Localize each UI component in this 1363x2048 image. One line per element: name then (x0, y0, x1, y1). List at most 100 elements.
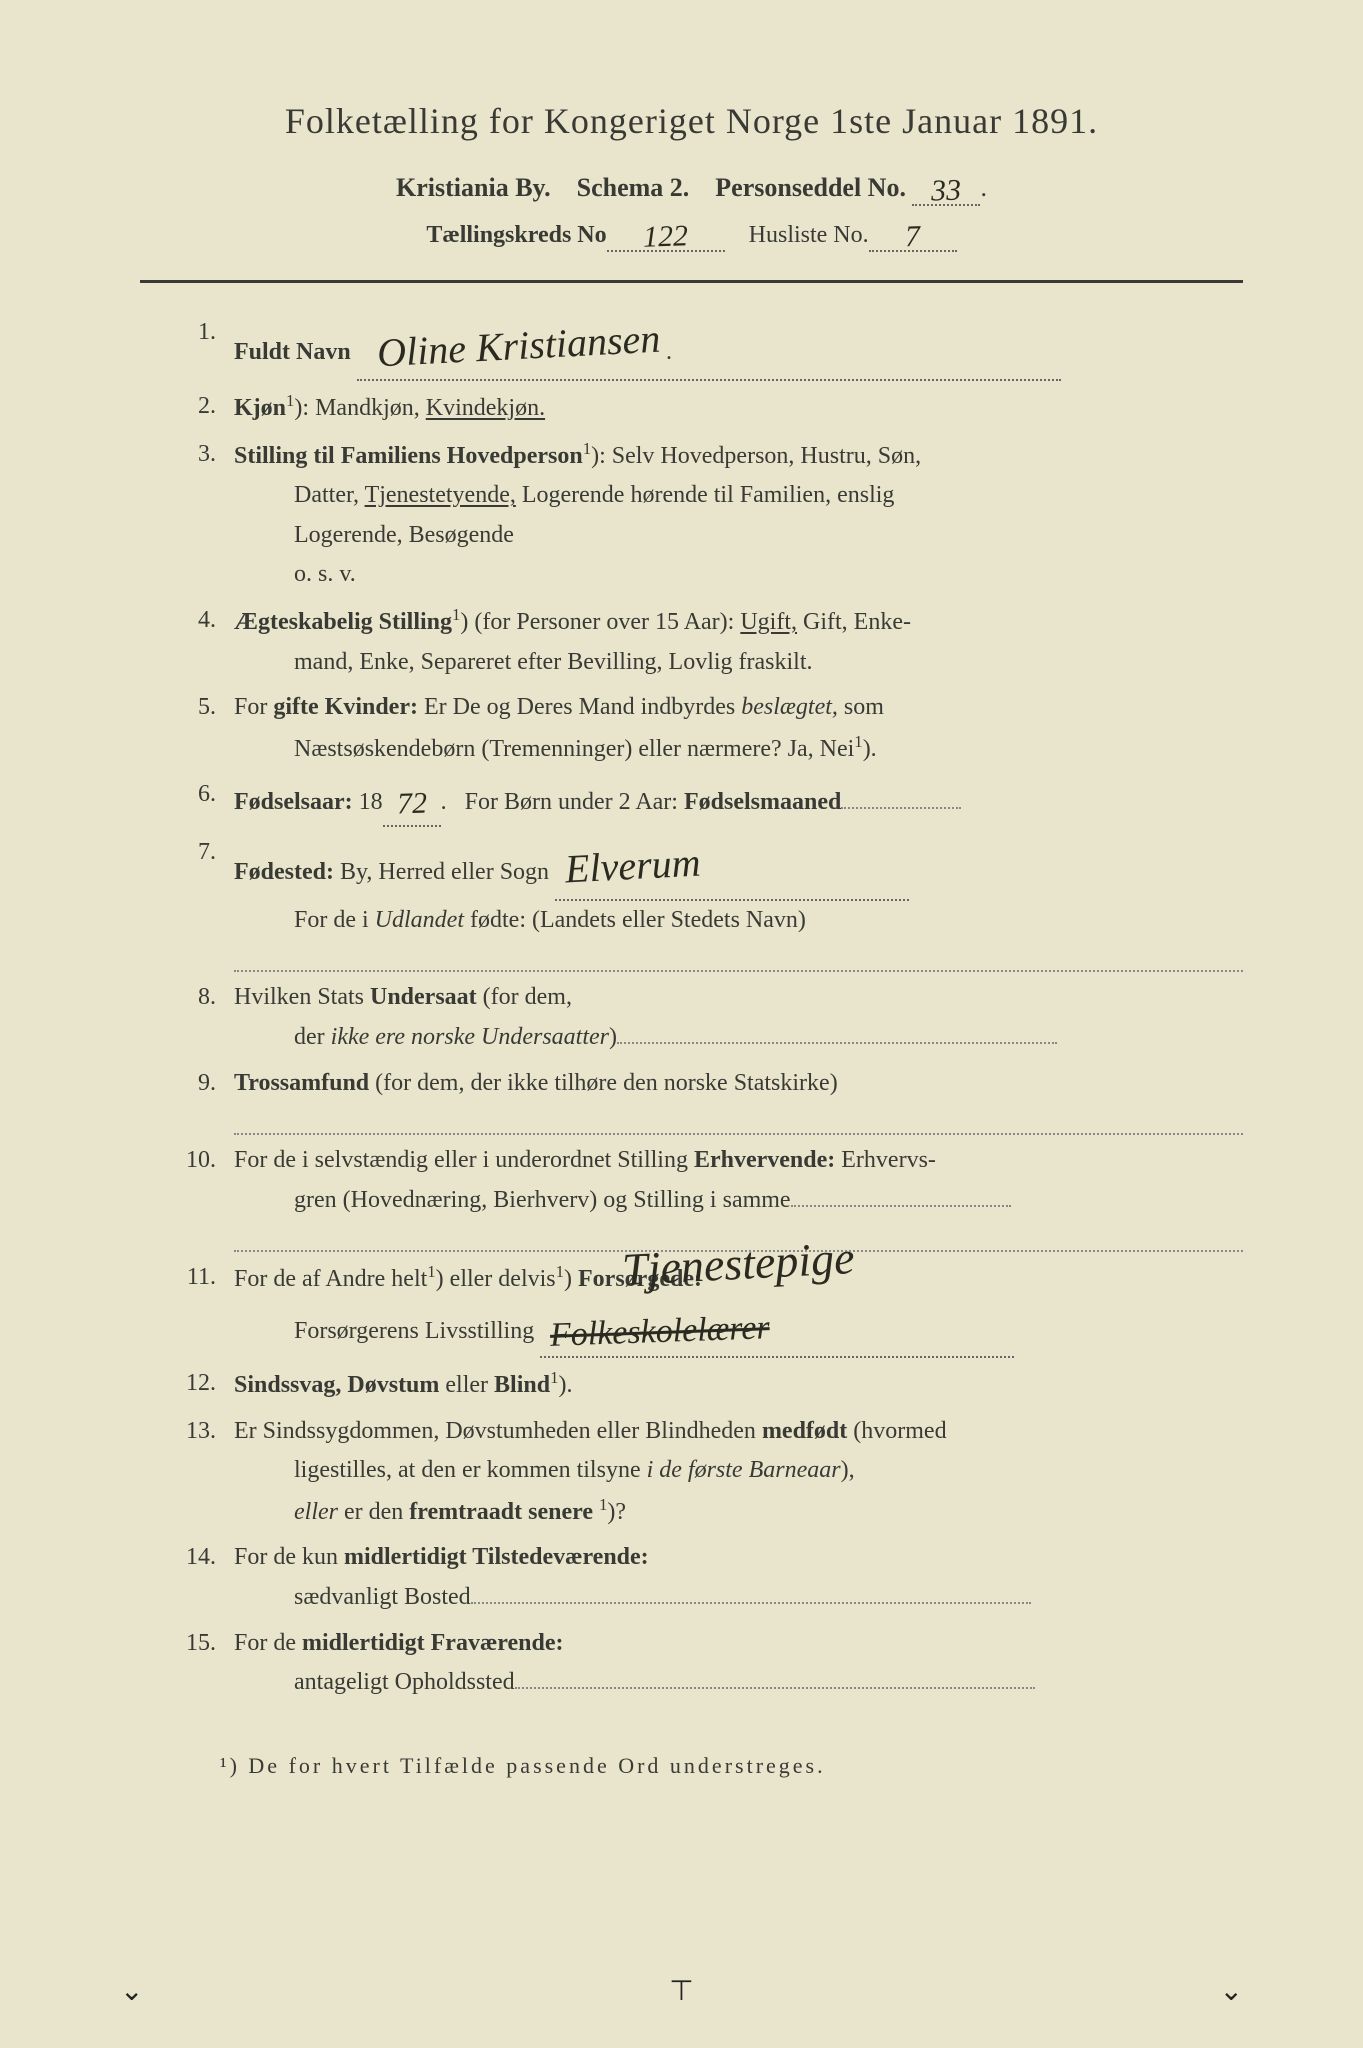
footnote-ref: 1 (583, 439, 591, 458)
q3-line3: Logerende, Besøgende (234, 516, 1243, 556)
field-label: Fødselsaar: (234, 789, 353, 815)
q7-line2: For de i Udlandet fødte: (Landets eller … (234, 901, 1243, 941)
entry-num: 6. (160, 775, 234, 827)
entries-list: 1. Fuldt Navn Oline Kristiansen . 2. Kjø… (140, 313, 1243, 1703)
q5-line2: Næstsøskendebørn (Tremenninger) eller næ… (234, 728, 1243, 770)
entry-content: Ægteskabelig Stilling1) (for Personer ov… (234, 601, 1243, 682)
q11-line2: Forsørgerens Livsstilling Folkeskolelære… (234, 1300, 1243, 1358)
entry-num: 7. (160, 833, 234, 973)
entry-content: Fødested: By, Herred eller Sogn Elverum … (234, 833, 1243, 973)
entry-num: 14. (160, 1538, 234, 1617)
registration-mark-icon: ⊤ (669, 1974, 693, 2008)
entry-content: Fødselsaar: 1872. For Børn under 2 Aar: … (234, 775, 1243, 827)
entry-num: 5. (160, 688, 234, 769)
entry-num: 9. (160, 1064, 234, 1136)
q3-line1: Selv Hovedperson, Hustru, Søn, (612, 443, 921, 469)
entry-13: 13. Er Sindssygdommen, Døvstumheden elle… (160, 1412, 1243, 1533)
entry-6: 6. Fødselsaar: 1872. For Børn under 2 Aa… (160, 775, 1243, 827)
q13-line3: eller er den fremtraadt senere 1)? (234, 1491, 1243, 1533)
entry-8: 8. Hvilken Stats Undersaat (for dem, der… (160, 978, 1243, 1057)
entry-num: 12. (160, 1364, 234, 1406)
birthyear-field: 72 (383, 775, 441, 827)
husliste-no: 7 (905, 220, 921, 255)
kreds-label: Tællingskreds No (426, 222, 606, 248)
husliste-no-field: 7 (869, 216, 957, 252)
entry-content: For gifte Kvinder: Er De og Deres Mand i… (234, 688, 1243, 769)
religion-field (234, 1109, 1243, 1135)
birthmonth-field (841, 783, 961, 809)
entry-content: Er Sindssygdommen, Døvstumheden eller Bl… (234, 1412, 1243, 1533)
entry-num: 10. (160, 1141, 234, 1252)
footnote-text: ¹) De for hvert Tilfælde passende Ord un… (140, 1753, 1243, 1779)
schema-label: Schema 2. (577, 173, 690, 202)
personseddel-no: 33 (931, 173, 962, 208)
entry-num: 15. (160, 1624, 234, 1703)
entry-3: 3. Stilling til Familiens Hovedperson1):… (160, 435, 1243, 595)
entry-content: For de kun midlertidigt Tilstedeværende:… (234, 1538, 1243, 1617)
field-label: Stilling til Familiens Hovedperson (234, 443, 583, 469)
entry-4: 4. Ægteskabelig Stilling1) (for Personer… (160, 601, 1243, 682)
census-form-page: Folketælling for Kongeriget Norge 1ste J… (0, 0, 1363, 2048)
foreign-birthplace-line (234, 946, 1243, 972)
registration-mark-icon: ⌄ (120, 1974, 143, 2008)
field-label: Fødested: (234, 859, 334, 885)
entry-7: 7. Fødested: By, Herred eller Sogn Elver… (160, 833, 1243, 973)
sex-options: Mandkjøn, (315, 395, 426, 421)
entry-content: For de i selvstændig eller i underordnet… (234, 1141, 1243, 1252)
entry-num: 11. (160, 1258, 234, 1358)
entry-10: 10. For de i selvstændig eller i underor… (160, 1141, 1243, 1252)
entry-num: 2. (160, 387, 234, 429)
occupation-value: Tjenestepige (620, 1220, 856, 1308)
personseddel-no-field: 33 (912, 170, 980, 206)
entry-content: Trossamfund (for dem, der ikke tilhøre d… (234, 1064, 1243, 1136)
q15-line2: antageligt Opholdssted (234, 1663, 1243, 1703)
occupation-field: Tjenestepige (234, 1226, 1243, 1252)
entry-content: Hvilken Stats Undersaat (for dem, der ik… (234, 978, 1243, 1057)
relation-selected: Tjenestetyende, (365, 482, 516, 508)
citizenship-field (617, 1018, 1057, 1044)
provider-value: Folkeskolelærer (549, 1300, 770, 1364)
q13-line2: ligestilles, at den er kommen tilsyne i … (234, 1451, 1243, 1491)
q3-line2: Datter, Tjenestetyende, Logerende hørend… (234, 476, 1243, 516)
form-subtitle: Kristiania By. Schema 2. Personseddel No… (140, 170, 1243, 206)
q4-line2: mand, Enke, Separeret efter Bevilling, L… (234, 643, 1243, 683)
entry-12: 12. Sindssvag, Døvstum eller Blind1). (160, 1364, 1243, 1406)
form-title: Folketælling for Kongeriget Norge 1ste J… (140, 100, 1243, 142)
field-label: Ægteskabelig Stilling (234, 609, 452, 635)
absent-location-field (515, 1663, 1035, 1689)
entry-num: 8. (160, 978, 234, 1057)
entry-num: 3. (160, 435, 234, 595)
footnote-ref: 1 (452, 605, 460, 624)
sex-selected: Kvindekjøn. (426, 395, 545, 421)
q10-line2: gren (Hovednæring, Bierhverv) og Stillin… (234, 1181, 1243, 1221)
entry-2: 2. Kjøn1): Mandkjøn, Kvindekjøn. (160, 387, 1243, 429)
usual-residence-field (471, 1578, 1031, 1604)
entry-content: Stilling til Familiens Hovedperson1): Se… (234, 435, 1243, 595)
q8-line2: der ikke ere norske Undersaatter) (234, 1018, 1243, 1058)
q3-line4: o. s. v. (234, 555, 1243, 595)
full-name-value: Oline Kristiansen (375, 306, 661, 387)
entry-content: Fuldt Navn Oline Kristiansen . (234, 313, 1243, 381)
entry-14: 14. For de kun midlertidigt Tilstedevære… (160, 1538, 1243, 1617)
entry-content: For de midlertidigt Fraværende: antageli… (234, 1624, 1243, 1703)
entry-9: 9. Trossamfund (for dem, der ikke tilhør… (160, 1064, 1243, 1136)
field-label: Kjøn (234, 395, 286, 421)
entry-num: 4. (160, 601, 234, 682)
kreds-no-field: 122 (607, 216, 725, 252)
name-field: Oline Kristiansen . (357, 313, 1061, 381)
entry-15: 15. For de midlertidigt Fraværende: anta… (160, 1624, 1243, 1703)
entry-5: 5. For gifte Kvinder: Er De og Deres Man… (160, 688, 1243, 769)
city-label: Kristiania By. (396, 173, 551, 202)
provider-field: Folkeskolelærer (540, 1300, 1014, 1358)
husliste-label: Husliste No. (749, 222, 869, 248)
entry-content: Sindssvag, Døvstum eller Blind1). (234, 1364, 1243, 1406)
entry-1: 1. Fuldt Navn Oline Kristiansen . (160, 313, 1243, 381)
q14-line2: sædvanligt Bosted (234, 1578, 1243, 1618)
form-subtitle2: Tællingskreds No122 Husliste No. 7 (140, 216, 1243, 252)
divider (140, 280, 1243, 283)
marital-selected: Ugift, (740, 609, 797, 635)
birthyear-value: 72 (396, 779, 428, 830)
birthplace-value: Elverum (563, 829, 702, 902)
entry-num: 1. (160, 313, 234, 381)
entry-num: 13. (160, 1412, 234, 1533)
